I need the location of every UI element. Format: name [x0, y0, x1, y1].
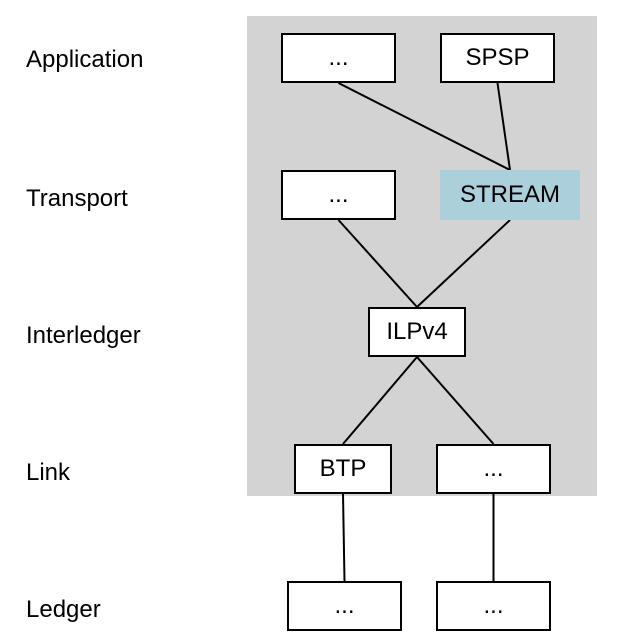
node-ledger2: ...	[436, 581, 551, 631]
node-trans1: ...	[281, 170, 396, 220]
layer-label-inter: Interledger	[26, 322, 141, 350]
node-trans2: STREAM	[440, 170, 580, 220]
layer-label-trans: Transport	[26, 185, 128, 213]
node-link1: BTP	[294, 444, 392, 494]
node-ledger1: ...	[287, 581, 402, 631]
layer-label-app: Application	[26, 46, 143, 74]
layer-label-link: Link	[26, 459, 70, 487]
diagram-container: Application Transport Interledger Link Ledge…	[0, 0, 617, 642]
node-app1: ...	[281, 33, 396, 83]
node-link2: ...	[436, 444, 551, 494]
shaded-region	[247, 16, 597, 496]
node-app2: SPSP	[440, 33, 555, 83]
node-inter1: ILPv4	[368, 307, 466, 357]
layer-label-ledger: Ledger	[26, 596, 101, 624]
edge	[343, 494, 345, 581]
diagram-svg	[0, 0, 617, 642]
